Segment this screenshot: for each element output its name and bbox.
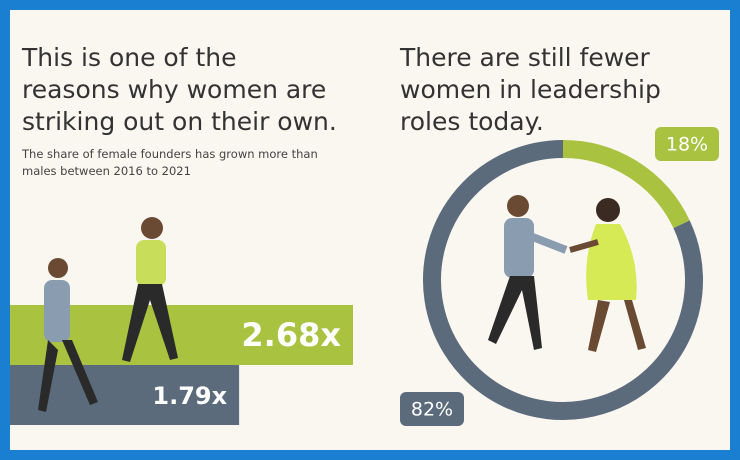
bar-value-label: 2.68x (241, 316, 341, 354)
value-label: 82% (411, 399, 453, 421)
left-subtitle: The share of female founders has grown m… (22, 147, 318, 178)
value-label-box (400, 392, 464, 426)
left-title: This is one of the reasons why women are… (22, 43, 337, 136)
bar-value-label: 1.79x (152, 382, 227, 410)
value-label-box (655, 127, 719, 161)
right-title: There are still fewer women in leadershi… (400, 43, 661, 136)
card: 2.68x 1.79x 18% 82% This is one of the reas… (10, 10, 730, 450)
figure-man-walking (38, 258, 98, 412)
value-label: 18% (666, 134, 708, 156)
chart: 2.68x 1.79x 18% 82% (10, 127, 719, 426)
figure-handshake (488, 195, 646, 352)
donut-segment (562, 140, 690, 229)
donut-segment (423, 140, 703, 420)
figure-woman-writing (122, 217, 178, 362)
